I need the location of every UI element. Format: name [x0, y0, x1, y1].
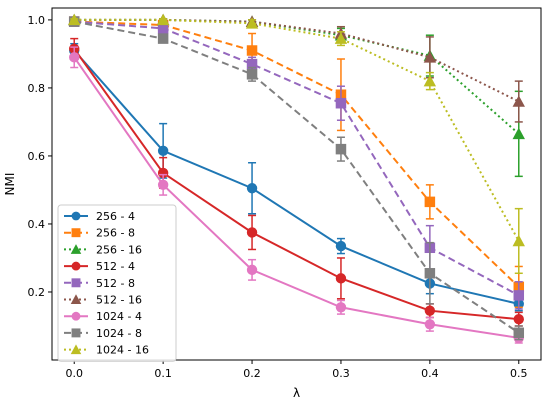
x-tick-label: 0.3: [332, 367, 350, 380]
series-line: [73, 49, 519, 305]
data-point: [245, 17, 259, 29]
legend-entry: 1024 - 8: [64, 327, 142, 340]
legend-label: 1024 - 4: [96, 310, 142, 323]
legend-marker: [70, 294, 82, 304]
data-point: [424, 196, 436, 208]
y-tick-label: 0.8: [28, 82, 46, 95]
y-tick-label: 0.2: [28, 286, 46, 299]
legend-marker: [70, 244, 82, 254]
data-point: [423, 51, 437, 63]
data-point: [335, 240, 347, 252]
data-point: [246, 69, 258, 80]
data-point: [334, 32, 348, 44]
data-point: [246, 45, 258, 56]
y-tick-label: 1.0: [28, 14, 46, 27]
x-axis-label: λ: [293, 386, 300, 400]
legend-label: 512 - 4: [96, 260, 135, 273]
legend-marker: [70, 344, 82, 355]
legend-box: [57, 204, 177, 362]
legend-marker: [71, 328, 81, 338]
y-axis-label: NMI: [3, 173, 17, 196]
data-point: [246, 58, 258, 70]
legend-entry: 512 - 8: [64, 277, 135, 290]
series-line: [73, 56, 519, 339]
series-line: [74, 20, 520, 288]
data-point: [424, 305, 436, 316]
legend-entry: 256 - 4: [64, 210, 135, 223]
series-256-16: [68, 13, 525, 178]
data-point: [512, 127, 525, 140]
x-axis: 0.0 0.1 0.2 0.3 0.4 0.5: [65, 360, 528, 380]
legend-marker: [71, 311, 81, 321]
data-point: [157, 167, 169, 179]
data-point: [512, 234, 525, 247]
data-point: [513, 290, 525, 301]
x-tick-label: 0.1: [154, 367, 172, 380]
legend-entry: 512 - 4: [64, 260, 135, 273]
series-512-16: [68, 13, 525, 123]
legend-entry: 256 - 8: [64, 227, 135, 240]
data-point: [335, 273, 347, 284]
series-line: [74, 18, 520, 135]
data-point: [335, 302, 347, 313]
data-point: [246, 227, 258, 238]
legend-label: 256 - 8: [96, 227, 135, 240]
data-point: [157, 33, 169, 44]
series-1024-16: [68, 13, 525, 275]
data-point: [157, 145, 169, 157]
data-point: [246, 264, 258, 276]
data-point: [513, 313, 524, 325]
legend-marker: [71, 261, 81, 271]
legend-label: 512 - 8: [96, 277, 135, 290]
series-line: [74, 20, 520, 334]
legend-marker: [71, 211, 81, 221]
axes-frame: [51, 7, 542, 361]
data-point: [69, 52, 80, 63]
y-axis: 0.2 0.4 0.6 0.8 1.0: [28, 14, 52, 299]
y-tick-label: 0.6: [28, 150, 46, 163]
data-point: [335, 97, 347, 109]
x-tick-label: 0.2: [243, 367, 261, 380]
legend: 256 - 4 256 - 8 256 - 16 512 - 4 512 - 8 512 …: [57, 204, 177, 362]
legend-entry: 1024 - 4: [64, 310, 142, 323]
data-point: [512, 95, 525, 107]
x-tick-label: 0.4: [421, 367, 439, 380]
y-tick-label: 0.4: [28, 218, 46, 231]
data-point: [246, 183, 258, 194]
x-tick-label: 0.5: [510, 367, 528, 380]
series-line: [74, 18, 520, 103]
legend-entry: 256 - 16: [64, 243, 142, 256]
legend-label: 256 - 4: [96, 210, 135, 223]
data-point: [68, 13, 81, 26]
data-point: [157, 23, 169, 34]
data-point: [335, 143, 347, 155]
series-line: [73, 48, 519, 321]
legend-label: 256 - 16: [96, 243, 142, 256]
data-point: [156, 13, 170, 26]
legend-label: 1024 - 16: [96, 344, 149, 357]
series-line: [74, 20, 520, 297]
data-point: [423, 74, 437, 87]
legend-label: 1024 - 8: [96, 327, 142, 340]
legend-entry: 1024 - 16: [64, 344, 149, 357]
data-point: [424, 319, 436, 330]
data-point: [513, 327, 525, 339]
x-tick-label: 0.0: [65, 367, 83, 380]
legend-label: 512 - 16: [96, 294, 142, 307]
legend-marker: [71, 278, 81, 288]
data-point: [424, 268, 436, 279]
plot-area: [68, 13, 525, 344]
legend-entry: 512 - 16: [64, 294, 142, 307]
data-point: [157, 179, 169, 191]
legend-marker: [71, 228, 81, 238]
